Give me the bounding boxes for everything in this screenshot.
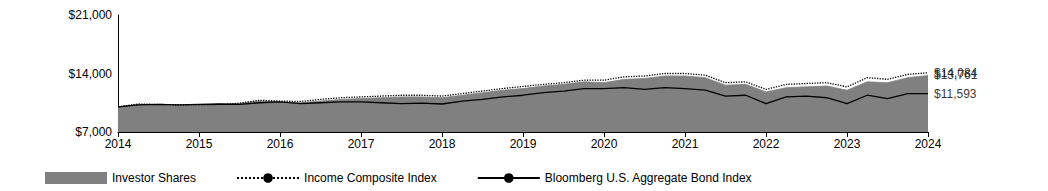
svg-text:2016: 2016 xyxy=(267,137,294,151)
svg-text:2020: 2020 xyxy=(591,137,618,151)
svg-text:2014: 2014 xyxy=(105,137,132,151)
svg-text:$7,000: $7,000 xyxy=(75,125,112,139)
svg-text:$14,000: $14,000 xyxy=(69,67,113,81)
svg-text:2022: 2022 xyxy=(753,137,780,151)
svg-text:2021: 2021 xyxy=(672,137,699,151)
svg-text:$13,761: $13,761 xyxy=(934,68,978,82)
svg-text:2023: 2023 xyxy=(834,137,861,151)
svg-text:Investor Shares: Investor Shares xyxy=(112,171,196,185)
svg-text:2019: 2019 xyxy=(510,137,537,151)
svg-text:2024: 2024 xyxy=(915,137,942,151)
svg-text:Income Composite Index: Income Composite Index xyxy=(304,171,437,185)
svg-text:2017: 2017 xyxy=(348,137,375,151)
svg-text:2018: 2018 xyxy=(429,137,456,151)
svg-text:2015: 2015 xyxy=(186,137,213,151)
svg-text:$11,593: $11,593 xyxy=(934,87,977,101)
svg-text:Bloomberg U.S. Aggregate Bond: Bloomberg U.S. Aggregate Bond Index xyxy=(545,171,752,185)
svg-text:$21,000: $21,000 xyxy=(69,8,113,22)
